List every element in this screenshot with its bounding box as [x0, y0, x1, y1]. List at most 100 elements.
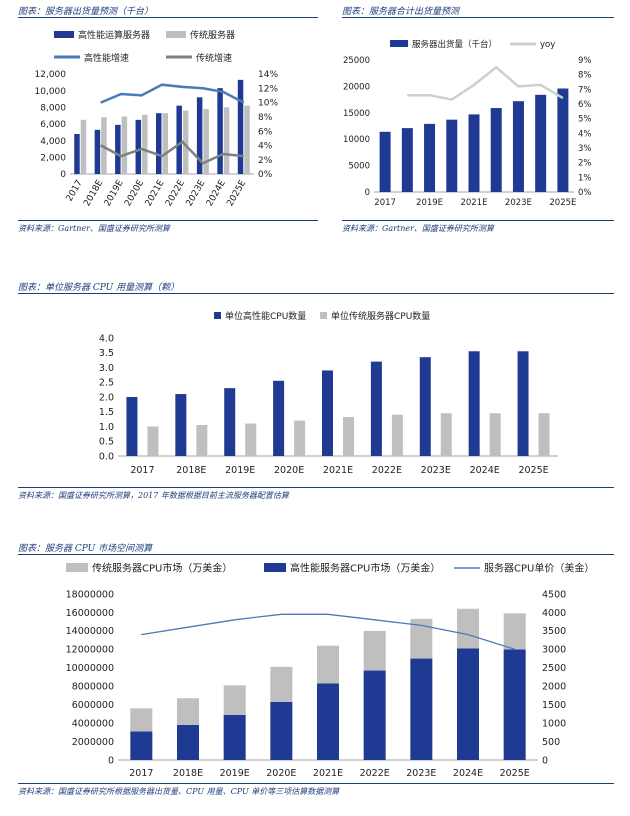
chart3-y-left-tick: 4.0 [99, 333, 114, 344]
chart4-bar-traditional-market [363, 630, 386, 671]
chart4-bar-traditional-market [223, 685, 246, 715]
chart1-x-tick: 2025E [225, 178, 248, 208]
chart2-x-tick: 2019E [416, 198, 443, 208]
chart3-bar-traditional-cpu [343, 417, 354, 456]
chart3-bar-traditional-cpu [489, 413, 501, 456]
chart4-bottom-rule [18, 783, 614, 784]
chart4-bar-hpc-market [410, 658, 433, 760]
chart3-x-tick: 2019E [225, 465, 255, 476]
chart1-y-left-tick: 2,000 [40, 153, 66, 163]
chart2-x-tick: 2023E [505, 198, 532, 208]
chart4-y-left-tick: 12000000 [66, 645, 114, 656]
chart2-bar-shipments [379, 131, 391, 192]
chart4-y-left-tick: 10000000 [66, 663, 114, 674]
chart4-y-left-tick: 8000000 [72, 682, 114, 693]
chart2-y-left-tick: 15000 [343, 109, 370, 119]
chart3-bar-traditional-cpu [147, 426, 159, 456]
chart3-bar-hpc-cpu [517, 351, 529, 456]
legend-swatch-traditional-cpu [320, 312, 327, 319]
chart2-bar-shipments [512, 101, 524, 192]
chart3-y-left-tick: 3.5 [99, 348, 114, 359]
chart2-bar-shipments [424, 123, 436, 192]
chart1-bar-hpc [94, 129, 101, 174]
chart4-bar-hpc-market [130, 731, 153, 760]
chart4-top-rule [18, 554, 614, 555]
chart3-bar-hpc-cpu [419, 357, 431, 456]
chart1-bar-hpc [176, 105, 182, 174]
chart1-line-traditional-growth [100, 140, 244, 165]
chart4-bar-traditional-market [130, 708, 153, 732]
chart4-bar-hpc-market [457, 648, 479, 760]
chart4-bar-hpc-market [270, 701, 293, 760]
legend-swatch-hpc-market [264, 563, 286, 572]
chart2-y-right-tick: 9% [578, 56, 592, 66]
chart2-caption: 图表：服务器合计出货量预测 [342, 7, 460, 17]
chart1-y-right-tick: 10% [258, 99, 278, 109]
chart1-y-right-tick: 0% [258, 170, 273, 180]
chart4-source: 资料来源：国盛证券研究所根据服务器出货量、CPU 用量、CPU 单价等三项估算数… [18, 787, 340, 796]
chart4-y-right-tick: 3000 [542, 645, 566, 656]
chart3-y-left-tick: 0.0 [99, 451, 114, 462]
chart4-x-tick: 2020E [266, 768, 296, 779]
chart2-y-right-tick: 4% [578, 129, 592, 139]
chart3-bar-traditional-cpu [294, 420, 306, 456]
legend-label-hpc: 高性能运算服务器 [78, 29, 150, 41]
chart4-bar-traditional-market [457, 608, 479, 649]
chart3-top-rule [18, 293, 614, 294]
chart4-y-right-tick: 4500 [542, 589, 566, 600]
chart3-x-tick: 2018E [176, 465, 206, 476]
chart1-bar-traditional [223, 107, 230, 174]
chart1-bar-traditional [101, 117, 107, 174]
chart1-bar-traditional [162, 113, 168, 174]
chart2-x-tick: 2021E [460, 198, 487, 208]
chart1-bottom-rule [18, 220, 318, 221]
chart1-y-right-tick: 2% [258, 156, 273, 166]
chart2-x-tick: 2025E [549, 198, 576, 208]
chart4-x-tick: 2021E [313, 768, 343, 779]
chart3-y-left-tick: 2.5 [99, 378, 114, 389]
chart2-y-right-tick: 1% [578, 173, 592, 183]
chart3-bar-hpc-cpu [126, 397, 138, 456]
chart1-y-left-tick: 0 [60, 170, 66, 180]
chart1-y-left-tick: 10,000 [35, 87, 67, 97]
chart1-bar-traditional [182, 110, 189, 174]
chart4-y-left-tick: 14000000 [66, 626, 114, 637]
chart2-bar-shipments [535, 94, 547, 192]
chart3-bar-hpc-cpu [370, 361, 382, 456]
chart3-bottom-rule [18, 487, 614, 488]
chart4-x-tick: 2024E [453, 768, 483, 779]
chart1-bar-traditional [203, 109, 209, 174]
chart3-bar-traditional-cpu [538, 413, 550, 456]
chart2-y-right-tick: 0% [578, 188, 592, 198]
chart4-y-left-tick: 18000000 [66, 589, 114, 600]
chart2-y-right-tick: 5% [578, 115, 592, 125]
chart4-bar-hpc-market [223, 714, 246, 760]
chart4-bar-hpc-market [503, 649, 526, 760]
chart1-x-tick: 2017 [65, 179, 85, 204]
chart3-bar-traditional-cpu [440, 413, 452, 456]
chart2-y-left-tick: 20000 [343, 82, 370, 92]
chart2-source: 资料来源：Gartner、国盛证券研究所测算 [342, 224, 494, 233]
legend-label-traditional: 传统服务器 [190, 29, 235, 41]
chart4-bar-traditional-market [503, 613, 526, 650]
chart1-caption: 图表：服务器出货量预测（千台） [18, 7, 154, 17]
legend-swatch-hpc [54, 31, 74, 38]
chart1-bar-traditional [121, 116, 128, 174]
chart4-caption: 图表：服务器 CPU 市场空间测算 [18, 544, 153, 554]
chart2-line-yoy [407, 65, 564, 101]
legend-label-traditional-market: 传统服务器CPU市场（万美金） [92, 562, 232, 575]
chart3-x-tick: 2020E [274, 465, 304, 476]
chart1-y-right-tick: 6% [258, 127, 273, 137]
chart4-x-tick: 2018E [173, 768, 203, 779]
chart2-y-right-tick: 6% [578, 100, 592, 110]
chart3-bar-hpc-cpu [175, 394, 187, 456]
chart2-bar-shipments [490, 108, 502, 192]
chart4-line-cpu-price [141, 613, 515, 650]
chart1-y-left-tick: 12,000 [35, 70, 67, 80]
chart4-svg: 传统服务器CPU市场（万美金） 高性能服务器CPU市场（万美金） 服务器CPU单价（… [66, 562, 595, 780]
chart1-bar-traditional [244, 105, 250, 174]
chart3-y-left-tick: 1.0 [99, 422, 114, 433]
chart4-bar-traditional-market [410, 618, 433, 659]
legend-label-traditional-cpu: 单位传统服务器CPU数量 [331, 310, 430, 322]
